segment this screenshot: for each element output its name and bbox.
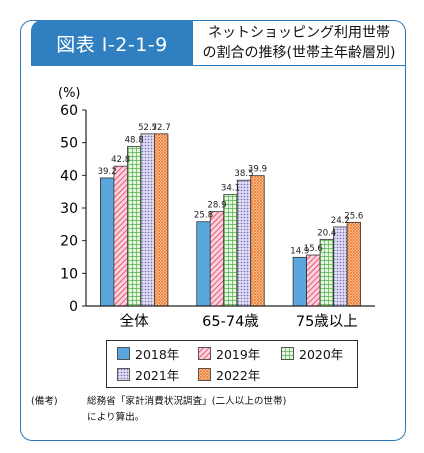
- bar: [113, 165, 128, 307]
- legend-swatch: [117, 347, 130, 360]
- data-labels: 39.2 42.8 48.8 52.752.7 25.828.9 34.1 38.539.9…: [98, 123, 364, 256]
- legend-label: 2022年: [216, 368, 261, 383]
- bar-value-label: 25.8: [194, 211, 213, 221]
- y-tick-label: 40: [60, 168, 78, 184]
- bar-value-label: 42.8: [111, 155, 130, 165]
- legend-item: 2020年: [281, 344, 343, 363]
- bar-marks: [100, 133, 361, 307]
- legend-label: 2021年: [135, 368, 180, 383]
- note-line-2: により算出。: [87, 412, 145, 423]
- y-tick-label: 20: [60, 234, 78, 250]
- bar: [346, 221, 361, 307]
- y-tick-label: 10: [60, 266, 78, 282]
- legend-swatch: [198, 368, 211, 381]
- bar: [223, 194, 238, 307]
- legend: 2018年 2019年: [106, 340, 358, 388]
- figure-title-line-2: の割合の推移(世帯主年齢層別): [202, 44, 396, 61]
- y-tick-label: 0: [69, 299, 78, 315]
- legend-item: 2021年: [117, 365, 179, 384]
- source-note: (備考) 総務省「家計消費状況調査」(二人以上の世帯) により算出。: [31, 394, 286, 426]
- bar: [127, 146, 142, 307]
- legend-item: 2022年: [198, 365, 260, 384]
- bar: [140, 133, 155, 307]
- legend-swatch: [117, 368, 130, 381]
- bar-value-label: 52.7: [138, 123, 157, 133]
- bar-value-label: 39.2: [98, 167, 117, 177]
- category-label: 全体: [120, 312, 149, 330]
- bar: [196, 221, 211, 307]
- legend-label: 2019年: [216, 347, 261, 362]
- note-label: (備考): [31, 396, 58, 407]
- y-tick-label: 50: [60, 136, 78, 152]
- figure-label: 図表 I-2-1-9: [31, 20, 193, 66]
- bar: [154, 133, 169, 307]
- bar: [306, 254, 321, 307]
- bar: [100, 177, 115, 307]
- bar-value-label: 20.4: [317, 228, 336, 238]
- bar-value-label: 28.9: [207, 201, 226, 211]
- y-tick-label: 60: [60, 103, 78, 119]
- bar: [209, 211, 225, 307]
- x-axis: 全体 65-74歳 75歳以上: [86, 305, 375, 330]
- figure-frame: [20, 20, 406, 441]
- legend-item: 2019年: [198, 344, 260, 363]
- note-line-1: 総務省「家計消費状況調査」(二人以上の世帯): [87, 396, 287, 407]
- y-axis: 0 10 20 30 40 50 60: [60, 103, 87, 315]
- bar-value-label: 24.2: [331, 216, 350, 226]
- y-axis-unit-label: (%): [58, 86, 81, 101]
- legend-item: 2018年: [117, 344, 179, 363]
- bar-value-label: 14.9: [290, 246, 309, 256]
- legend-swatch: [198, 347, 211, 360]
- bar-value-label: 52.7: [152, 123, 171, 133]
- bar: [292, 256, 307, 307]
- category-label: 75歳以上: [296, 313, 358, 330]
- legend-label: 2018年: [135, 347, 180, 362]
- bar: [236, 179, 252, 307]
- category-label: 65-74歳: [202, 313, 259, 330]
- bar-value-label: 15.6: [304, 244, 323, 254]
- legend-swatch: [281, 347, 294, 360]
- bar-value-label: 39.9: [248, 165, 267, 175]
- legend-label: 2020年: [299, 347, 344, 362]
- y-tick-label: 30: [60, 201, 78, 217]
- bar-value-label: 25.6: [344, 211, 363, 221]
- bar: [333, 226, 348, 307]
- figure-title: ネットショッピング利用世帯 の割合の推移(世帯主年齢層別): [193, 20, 405, 66]
- bar-value-label: 34.1: [221, 184, 240, 194]
- bar-value-label: 48.8: [125, 136, 144, 146]
- bar-value-label: 38.5: [234, 169, 253, 179]
- figure-title-line-1: ネットショッピング利用世帯: [208, 24, 390, 41]
- bar: [250, 175, 265, 307]
